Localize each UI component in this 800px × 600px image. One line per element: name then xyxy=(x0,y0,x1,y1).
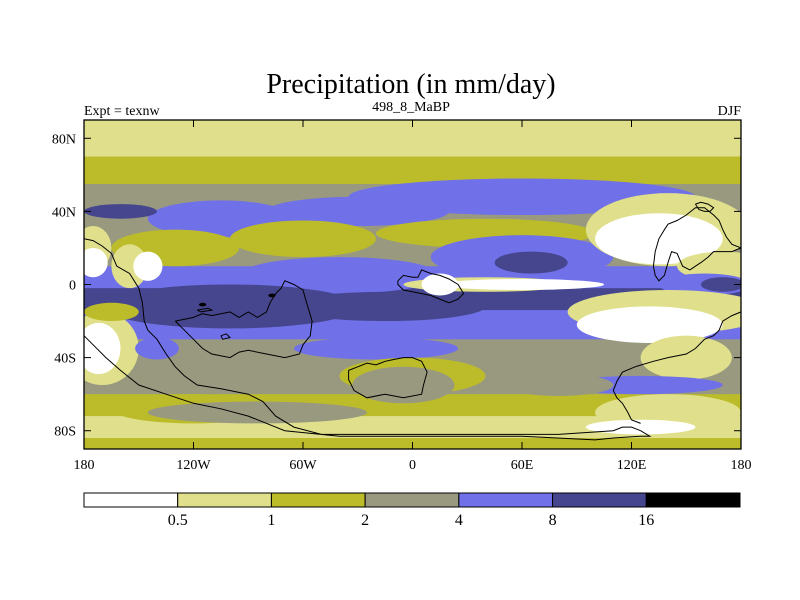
chart-title: Precipitation (in mm/day) xyxy=(266,69,555,100)
precip-region-35 xyxy=(293,337,459,360)
precip-region-26 xyxy=(640,335,732,380)
colorbar-label-3: 4 xyxy=(455,512,463,529)
x-tick-label-3: 0 xyxy=(409,458,416,473)
precip-region-25 xyxy=(576,306,723,343)
x-tick-label-6: 180 xyxy=(731,458,752,473)
precip-region-1 xyxy=(84,204,157,219)
coastline-3 xyxy=(397,269,465,304)
precip-region-30 xyxy=(84,322,121,375)
coastline-2 xyxy=(348,357,428,399)
colorbar-label-4: 8 xyxy=(549,512,557,529)
coastline-4 xyxy=(652,207,741,282)
precip-region-20 xyxy=(284,291,486,322)
chart-subtitle-right: DJF xyxy=(718,104,742,119)
precip-region-40 xyxy=(585,419,696,435)
x-tick-label-2: 60W xyxy=(289,458,317,473)
coastline-7 xyxy=(196,307,214,313)
precip-band-2 xyxy=(84,156,741,185)
precip-region-41 xyxy=(198,302,207,307)
precip-region-5 xyxy=(230,220,376,258)
chart-subtitle-center: 498_8_MaBP xyxy=(372,100,450,115)
precip-region-22 xyxy=(439,279,605,290)
coastlines xyxy=(84,201,741,441)
precipitation-field xyxy=(84,120,741,449)
precip-region-15 xyxy=(84,247,108,278)
coastline-1 xyxy=(174,280,313,359)
coastline-8 xyxy=(220,333,231,340)
coastline-6 xyxy=(694,201,715,212)
x-tick-label-0: 180 xyxy=(74,458,95,473)
colorbar-label-0: 0.5 xyxy=(168,512,188,529)
precip-region-11 xyxy=(677,251,741,281)
colorbar-swatch-6 xyxy=(645,492,741,508)
precip-region-14 xyxy=(133,251,163,281)
y-tick-label-3: 40S xyxy=(54,352,76,367)
precip-region-18 xyxy=(700,277,741,292)
chart-subtitle-left: Expt = texnw xyxy=(84,104,160,119)
coastline-0 xyxy=(84,238,652,441)
coastline-5 xyxy=(612,311,741,424)
precip-region-23 xyxy=(421,273,459,296)
colorbar-label-1: 1 xyxy=(267,512,275,529)
x-tick-label-4: 60E xyxy=(511,458,534,473)
axis-ticks: 180 120W 60W 0 60E 120E 180 80N 40N 0 40S 80S xyxy=(52,120,752,473)
precip-region-38 xyxy=(147,401,367,424)
colorbar-swatch-5 xyxy=(552,492,647,508)
colorbar-label-5: 16 xyxy=(638,512,654,529)
precip-region-33 xyxy=(166,357,258,395)
y-tick-label-2: 0 xyxy=(69,279,76,294)
colorbar: 0.5 1 2 4 8 16 xyxy=(83,492,741,529)
precip-region-32 xyxy=(135,337,179,360)
y-tick-label-4: 80S xyxy=(54,425,76,440)
precip-region-19 xyxy=(102,284,358,329)
x-tick-label-5: 120E xyxy=(617,458,647,473)
x-tick-label-1: 120W xyxy=(176,458,211,473)
colorbar-swatch-1 xyxy=(177,492,272,508)
precip-region-39 xyxy=(503,374,614,396)
colorbar-swatch-3 xyxy=(364,492,460,508)
colorbar-swatch-2 xyxy=(270,492,366,508)
colorbar-swatch-4 xyxy=(458,492,554,508)
precip-region-16 xyxy=(494,251,568,274)
colorbar-swatch-0 xyxy=(83,492,179,508)
colorbar-label-2: 2 xyxy=(361,512,369,529)
precip-band-1 xyxy=(84,145,741,158)
y-tick-label-0: 80N xyxy=(52,132,76,147)
precip-region-7 xyxy=(239,257,440,294)
precip-region-37 xyxy=(352,366,455,404)
y-tick-label-1: 40N xyxy=(52,205,76,220)
precip-region-31 xyxy=(84,302,139,322)
